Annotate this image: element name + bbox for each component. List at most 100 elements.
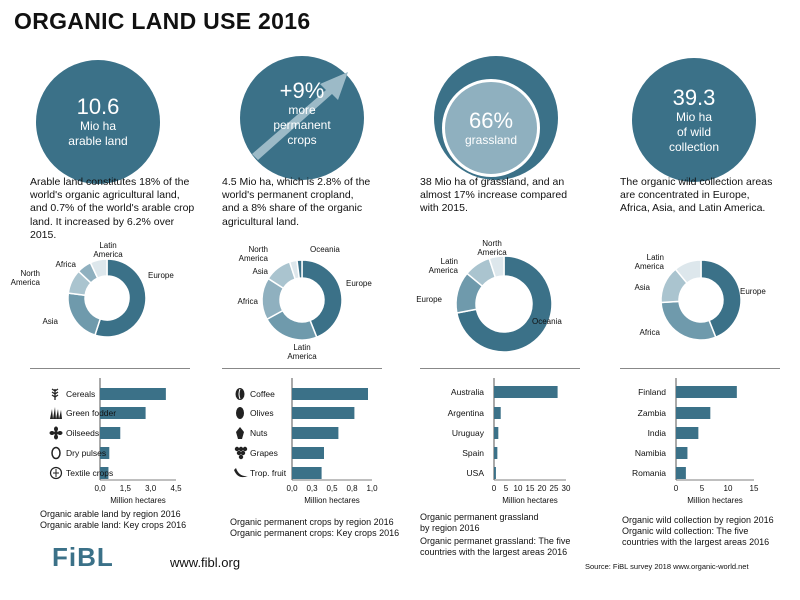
category-label: Nuts [250,428,267,438]
category-label: India [648,428,667,438]
x-axis-label: Million hectares [687,496,743,505]
separator-line [30,368,190,369]
bar [494,407,501,419]
category-label: Australia [451,387,484,397]
category-label: Romania [632,468,666,478]
donut-label: Africa [56,260,77,269]
category-label: Namibia [635,448,666,458]
donut-slice [67,292,102,337]
x-tick-label: 0,0 [94,484,106,493]
chart-caption: Organic arable land by region 2016 [40,509,181,519]
wild-description: The organic wild collection areas are co… [620,176,773,215]
x-tick-label: 0 [674,484,679,493]
donut-label: Oceania [310,245,340,254]
donut-label: Asia [252,267,268,276]
growth-arrow-icon [252,72,348,160]
source-note: Source: FiBL survey 2018 www.organic-wor… [585,562,749,571]
donut-slice [700,259,742,339]
circle-big-value: 10.6 [76,94,120,119]
circle-big-value: 39.3 [672,84,716,110]
arable-description: Arable land constitutes 18% of the world… [30,176,195,241]
category-label: Coffee [250,389,275,399]
donut-label: North America [239,245,269,263]
bar [292,447,324,459]
donut-label: Africa [640,328,661,337]
arable-crops-bar-chart: Cereals Green fodder Oilseeds Dry pulses Tex… [49,378,182,505]
chart-caption: Organic wild collection by region 2016 [622,515,774,525]
x-tick-label: 25 [550,484,559,493]
donut-label: Latin America [93,241,123,259]
donut-label: Latin America [287,343,317,361]
grassland-circle: 66% grassland [434,56,558,180]
category-label: Olives [250,408,274,418]
banana-icon [234,468,248,478]
cotton-icon [49,466,63,480]
bar [100,427,121,439]
grass-icon [50,407,62,419]
circle-line: crops [287,132,317,147]
x-tick-label: 5 [700,484,705,493]
x-tick-label: 5 [504,484,509,493]
donut-label: Europe [346,279,372,288]
chart-caption: Organic permanet grassland: The five cou… [420,536,571,557]
bar [292,427,339,439]
coffee-icon [235,388,245,400]
chart-caption: Organic arable land: Key crops 2016 [40,520,187,530]
donut-label: Europe [740,287,766,296]
circle-big-value: +9% [279,77,325,103]
donut-label: North America [11,269,41,287]
donut-label: Europe [148,271,174,280]
x-tick-label: 0,8 [346,484,358,493]
website-link[interactable]: www.fibl.org [170,555,241,570]
flower-icon [49,426,63,440]
circle-line: more [288,102,316,117]
category-label: Finland [638,387,666,397]
x-axis-label: Million hectares [502,496,558,505]
x-tick-label: 1,0 [366,484,378,493]
bar [100,407,146,419]
permanent-description: 4.5 Mio ha, which is 2.8% of the world's… [222,176,371,228]
permanent-crops-circle: +9% more permanent crops [240,56,364,180]
separator-line [222,368,382,369]
circle-line: permanent [273,117,331,132]
donut-label: North America [477,239,507,257]
category-label: Cereals [66,389,95,399]
circle-line: collection [668,139,720,154]
x-tick-label: 10 [724,484,733,493]
x-axis-label: Million hectares [304,496,360,505]
donut-slice [301,259,343,339]
bar [100,388,166,400]
bar [100,467,109,479]
category-label: Uruguay [452,428,485,438]
arable-land-circle: 10.6 Mio ha arable land [36,60,160,184]
category-label: Trop. fruit [250,468,287,478]
chart-caption: Organic permanent grassland by region 20… [420,512,539,533]
donut-slice [660,300,717,341]
separator-line [620,368,780,369]
chart-caption: Organic permanent crops by region 2016 [230,517,394,527]
category-label: Textile crops [66,468,113,478]
permanent-crops-bar-chart: Coffee Olives Nuts Grapes Trop. fruit 0,0 0,3 0… [234,378,378,505]
donut-label: Asia [42,317,58,326]
bar [494,447,498,459]
circle-line: grassland [464,132,518,147]
category-label: Oilseeds [66,428,99,438]
category-label: Argentina [448,408,485,418]
wild-countries-bar-chart: Finland Zambia India Namibia Romania 0 5 10 15 Mi… [632,378,759,505]
permanent-region-donut: Europe Latin America Africa Asia North America… [238,245,373,361]
wild-collection-circle: 39.3 Mio ha of wild collection [632,58,756,182]
bar [676,407,711,419]
donut-slice [674,259,702,285]
bar [676,467,686,479]
donut-label: Latin America [429,257,459,275]
bar [292,467,322,479]
bar [292,407,355,419]
circle-line: arable land [68,134,128,148]
donut-label: Oceania [532,317,562,326]
chart-caption: Organic permanent crops: Key crops 2016 [230,528,400,538]
bar [292,388,368,400]
x-tick-label: 4,5 [170,484,182,493]
nut-icon [236,427,244,439]
donut-label: Asia [634,283,650,292]
